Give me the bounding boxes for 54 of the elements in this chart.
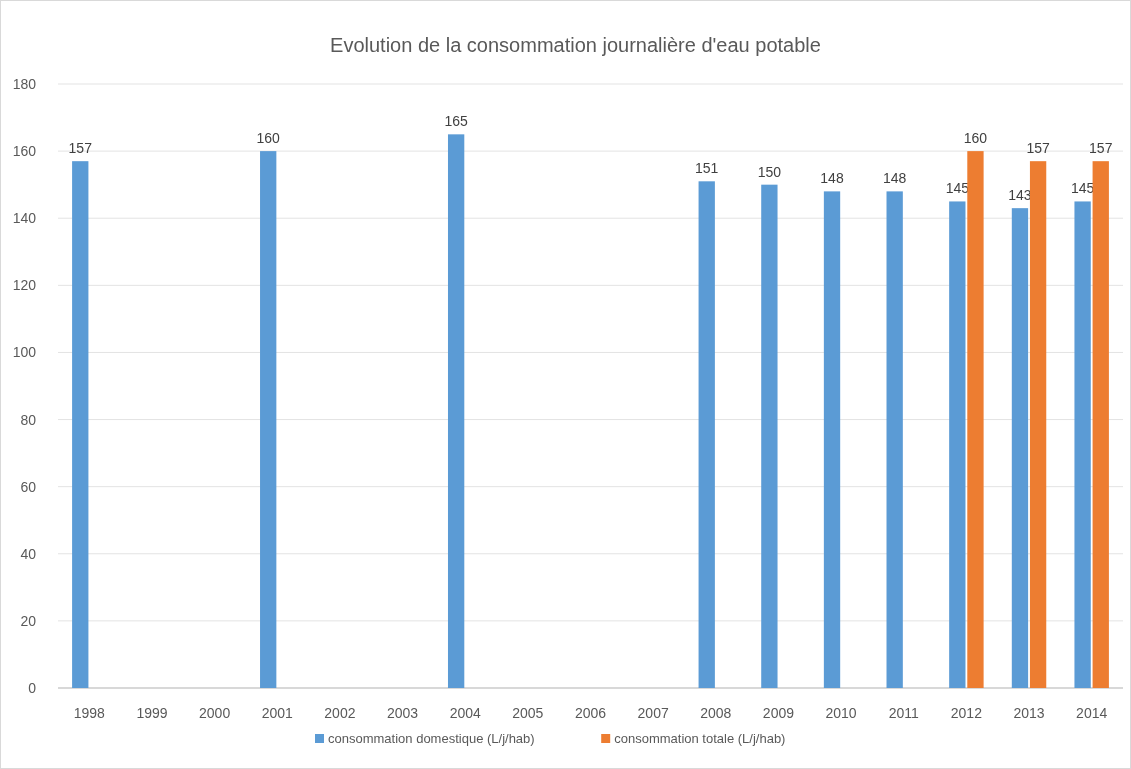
x-tick-label: 2013 bbox=[1013, 705, 1045, 721]
data-label: 151 bbox=[695, 160, 719, 177]
y-tick-label: 20 bbox=[20, 612, 37, 629]
data-label: 165 bbox=[444, 113, 469, 130]
bar bbox=[949, 201, 966, 688]
x-tick-label: 2005 bbox=[512, 705, 544, 721]
data-label: 157 bbox=[1089, 140, 1113, 157]
y-tick-label: 160 bbox=[12, 143, 37, 160]
x-tick-label: 2004 bbox=[449, 705, 481, 721]
x-tick-label: 2000 bbox=[199, 705, 231, 721]
x-tick-label: 2003 bbox=[386, 705, 419, 721]
y-tick-label: 140 bbox=[12, 210, 37, 227]
bar bbox=[1011, 208, 1029, 688]
data-label: 157 bbox=[68, 140, 93, 157]
bar bbox=[1029, 161, 1047, 688]
data-label: 160 bbox=[963, 130, 988, 147]
bar bbox=[967, 151, 984, 688]
x-tick-label: 2011 bbox=[888, 705, 919, 721]
x-tick-label: 2002 bbox=[324, 705, 356, 721]
bar bbox=[260, 151, 277, 688]
y-tick-label: 80 bbox=[20, 411, 37, 428]
x-tick-label: 2007 bbox=[637, 705, 669, 721]
chart-title: Evolution de la consommation journalière d'eau potable bbox=[330, 34, 821, 56]
bar bbox=[823, 191, 841, 688]
data-label: 145 bbox=[1070, 180, 1095, 197]
data-label: 160 bbox=[256, 130, 281, 147]
bar bbox=[72, 161, 89, 688]
bar bbox=[1074, 201, 1091, 688]
data-label: 148 bbox=[882, 170, 907, 187]
y-tick-label: 180 bbox=[12, 76, 37, 92]
x-tick-label: 1998 bbox=[73, 705, 106, 721]
y-tick-label: 60 bbox=[20, 478, 37, 495]
data-label: 150 bbox=[757, 163, 782, 180]
y-tick-label: 0 bbox=[28, 680, 37, 696]
bar bbox=[1092, 161, 1109, 688]
x-tick-label: 2006 bbox=[574, 705, 607, 721]
legend-label: consommation totale (L/j/hab) bbox=[614, 731, 786, 746]
data-label: 157 bbox=[1026, 140, 1050, 157]
y-tick-label: 120 bbox=[12, 277, 37, 294]
y-tick-label: 100 bbox=[12, 344, 37, 361]
bar bbox=[447, 134, 465, 688]
x-tick-label: 2010 bbox=[825, 705, 857, 721]
bar bbox=[761, 184, 778, 688]
data-label: 148 bbox=[820, 170, 844, 187]
y-tick-label: 40 bbox=[20, 545, 37, 562]
x-tick-label: 2012 bbox=[950, 705, 983, 721]
x-tick-label: 2001 bbox=[261, 705, 294, 721]
x-tick-label: 2014 bbox=[1076, 705, 1108, 721]
x-tick-label: 2008 bbox=[700, 705, 732, 721]
bar bbox=[698, 181, 715, 688]
x-tick-label: 2009 bbox=[762, 705, 795, 721]
bar bbox=[886, 191, 903, 688]
legend-label: consommation domestique (L/j/hab) bbox=[328, 731, 535, 746]
x-tick-label: 1999 bbox=[136, 705, 168, 721]
